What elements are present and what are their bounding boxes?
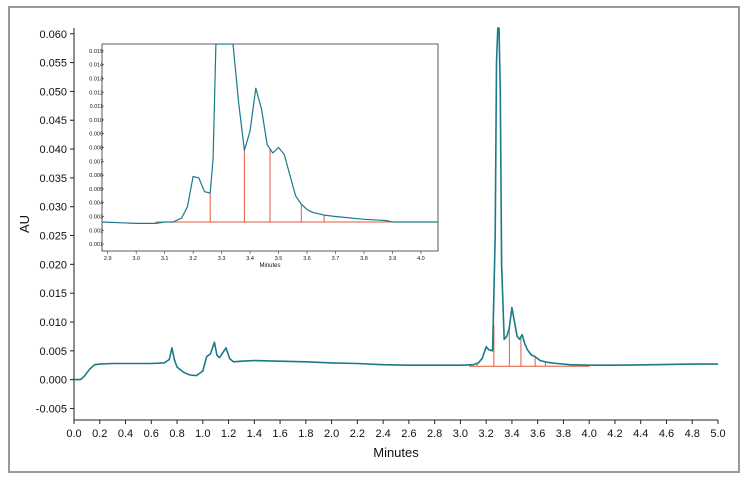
inset-x-tick-label: 3.9	[389, 256, 397, 262]
inset-y-tick-label: 0.003	[89, 215, 103, 221]
x-tick-label: 3.4	[504, 428, 519, 440]
inset-y-tick-label: 0.014	[89, 63, 103, 69]
inset-y-tick-label: 0.001	[89, 242, 103, 248]
inset-y-tick-label: 0.010	[89, 118, 103, 124]
x-tick-label: 2.8	[427, 428, 442, 440]
x-tick-label: 2.4	[375, 428, 390, 440]
y-tick-label: 0.030	[39, 202, 67, 214]
y-tick-label: 0.045	[39, 115, 67, 127]
inset-chart: 2.9 3.0 3.1 3.2 3.3 3.4 3.5 3.6 3.7 3.8 3.9 4.0 0.00…	[89, 43, 439, 269]
x-tick-label: 0.4	[118, 428, 133, 440]
inset-x-tick-label: 3.0	[132, 256, 140, 262]
y-tick-label: 0.035	[39, 173, 67, 185]
inset-y-tick-label: 0.004	[89, 201, 103, 207]
y-tick-label: 0.050	[39, 86, 67, 98]
inset-chromatogram-trace	[102, 44, 438, 224]
inset-x-tick-label: 3.4	[246, 256, 254, 262]
x-tick-label: 0.2	[92, 428, 107, 440]
x-tick-label: 3.8	[556, 428, 571, 440]
inset-x-axis-title: Minutes	[259, 263, 280, 269]
x-tick-label: 3.0	[453, 428, 468, 440]
x-tick-label: 1.2	[221, 428, 236, 440]
inset-y-tick-label: 0.013	[89, 77, 103, 83]
inset-plot-area	[102, 44, 438, 224]
x-tick-label: 4.2	[607, 428, 622, 440]
x-tick-label: 0.6	[144, 428, 159, 440]
y-axis-title: AU	[17, 215, 32, 233]
inset-x-tick-label: 3.1	[161, 256, 169, 262]
x-tick-label: 1.6	[272, 428, 287, 440]
x-tick-label: 2.2	[350, 428, 365, 440]
x-tick-label: 0.8	[169, 428, 184, 440]
y-tick-label: -0.005	[36, 403, 67, 415]
x-tick-label: 4.8	[685, 428, 700, 440]
x-tick-label: 1.8	[298, 428, 313, 440]
inset-x-tick-label: 3.2	[189, 256, 197, 262]
x-tick-label: 4.0	[582, 428, 597, 440]
y-tick-label: 0.020	[39, 259, 67, 271]
inset-y-tick-label: 0.002	[89, 228, 103, 234]
inset-x-tick-label: 3.5	[275, 256, 283, 262]
inset-y-tick-label: 0.006	[89, 173, 103, 179]
inset-x-tick-label: 3.8	[360, 256, 368, 262]
inset-x-tick-label: 2.9	[104, 256, 112, 262]
y-tick-label: 0.015	[39, 288, 67, 300]
x-tick-label: 5.0	[710, 428, 725, 440]
inset-x-tick-label: 3.7	[332, 256, 340, 262]
inset-y-tick-label: 0.011	[90, 104, 103, 110]
inset-y-tick-label: 0.009	[89, 132, 103, 138]
x-tick-label: 2.6	[401, 428, 416, 440]
inset-x-tick-label: 4.0	[417, 256, 425, 262]
x-axis-title: Minutes	[373, 445, 419, 460]
y-tick-label: 0.000	[39, 375, 67, 387]
inset-y-tick-label: 0.012	[89, 90, 103, 96]
x-tick-label: 1.4	[247, 428, 262, 440]
y-tick-label: 0.040	[39, 144, 67, 156]
main-chart: 0.0 0.2 0.4 0.6 0.8 1.0 1.2 1.4 1.6 1.8 2.0 2.2 2.4 2…	[17, 27, 726, 460]
inset-y-tick-label: 0.015	[89, 49, 103, 55]
x-tick-label: 2.0	[324, 428, 339, 440]
x-tick-label: 1.0	[195, 428, 210, 440]
x-tick-label: 3.2	[479, 428, 494, 440]
x-tick-label: 4.6	[659, 428, 674, 440]
inset-x-tick-label: 3.6	[303, 256, 311, 262]
inset-y-tick-label: 0.007	[89, 159, 103, 165]
y-tick-label: 0.005	[39, 346, 67, 358]
inset-y-tick-label: 0.008	[89, 146, 103, 152]
y-tick-label: 0.055	[39, 58, 67, 70]
y-tick-label: 0.060	[39, 29, 67, 41]
x-tick-label: 3.6	[530, 428, 545, 440]
y-tick-label: 0.025	[39, 231, 67, 243]
chromatogram-trace	[74, 27, 718, 381]
inset-x-tick-label: 3.3	[218, 256, 226, 262]
x-tick-label: 4.4	[633, 428, 648, 440]
y-tick-label: 0.010	[39, 317, 67, 329]
x-tick-label: 0.0	[66, 428, 81, 440]
inset-y-tick-label: 0.005	[89, 187, 103, 193]
